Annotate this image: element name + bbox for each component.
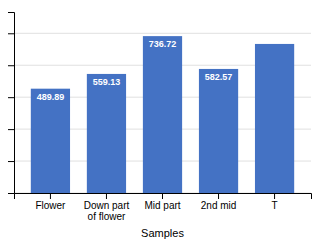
x-tick: Mid part bbox=[144, 193, 180, 211]
x-axis-title: Samples bbox=[141, 227, 184, 239]
y-tick bbox=[8, 65, 14, 66]
y-tick-mark bbox=[8, 65, 14, 66]
data-label: 582.57 bbox=[205, 72, 233, 82]
y-axis-line bbox=[8, 13, 15, 194]
y-tick bbox=[8, 161, 14, 162]
y-tick-mark bbox=[8, 33, 14, 34]
x-tick-mark bbox=[162, 193, 163, 199]
chart: Flower Down partof flower Mid part 2nd mid T… bbox=[0, 0, 319, 243]
grid-line bbox=[14, 33, 311, 34]
y-tick bbox=[8, 193, 14, 194]
x-tick-label-line: of flower bbox=[88, 211, 126, 222]
bar bbox=[143, 36, 182, 193]
y-tick bbox=[8, 129, 14, 130]
x-tick: Flower bbox=[35, 193, 66, 211]
y-tick bbox=[8, 97, 14, 98]
x-tick-label: Down partof flower bbox=[84, 200, 130, 222]
y-tick bbox=[8, 33, 14, 34]
y-tick-mark bbox=[8, 193, 14, 194]
x-tick-label-line: Mid part bbox=[144, 200, 180, 211]
x-tick-label: Mid part bbox=[144, 200, 180, 211]
y-tick-mark bbox=[8, 97, 14, 98]
x-tick: 2nd mid bbox=[201, 193, 237, 211]
x-tick-label: 2nd mid bbox=[201, 200, 237, 211]
data-label: 736.72 bbox=[149, 39, 177, 49]
x-tick-label: Flower bbox=[35, 200, 66, 211]
bar bbox=[31, 89, 70, 193]
data-label: 489.89 bbox=[37, 92, 65, 102]
x-tick: T bbox=[272, 193, 278, 211]
data-label: 559.13 bbox=[93, 77, 121, 87]
x-axis: Flower Down partof flower Mid part 2nd mid T bbox=[15, 193, 312, 222]
bar bbox=[255, 44, 294, 193]
y-tick-mark bbox=[8, 161, 14, 162]
x-tick-label-line: Flower bbox=[35, 200, 66, 211]
bars bbox=[31, 36, 294, 193]
x-tick-mark bbox=[274, 193, 275, 199]
y-axis bbox=[8, 13, 15, 194]
x-tick-mark bbox=[218, 193, 219, 199]
bar bbox=[87, 74, 126, 193]
x-tick-label-line: 2nd mid bbox=[201, 200, 237, 211]
x-axis-line bbox=[15, 194, 312, 200]
x-tick-label-line: Down part bbox=[84, 200, 130, 211]
grid bbox=[14, 33, 311, 193]
data-labels: 489.89 559.13 736.72 582.57 bbox=[37, 39, 233, 102]
x-tick-mark bbox=[50, 193, 51, 199]
x-tick-label-line: T bbox=[272, 200, 278, 211]
x-tick-label: T bbox=[272, 200, 278, 211]
x-tick: Down partof flower bbox=[84, 193, 130, 222]
x-tick-mark bbox=[106, 193, 107, 199]
bar bbox=[199, 69, 238, 193]
y-tick-mark bbox=[8, 129, 14, 130]
